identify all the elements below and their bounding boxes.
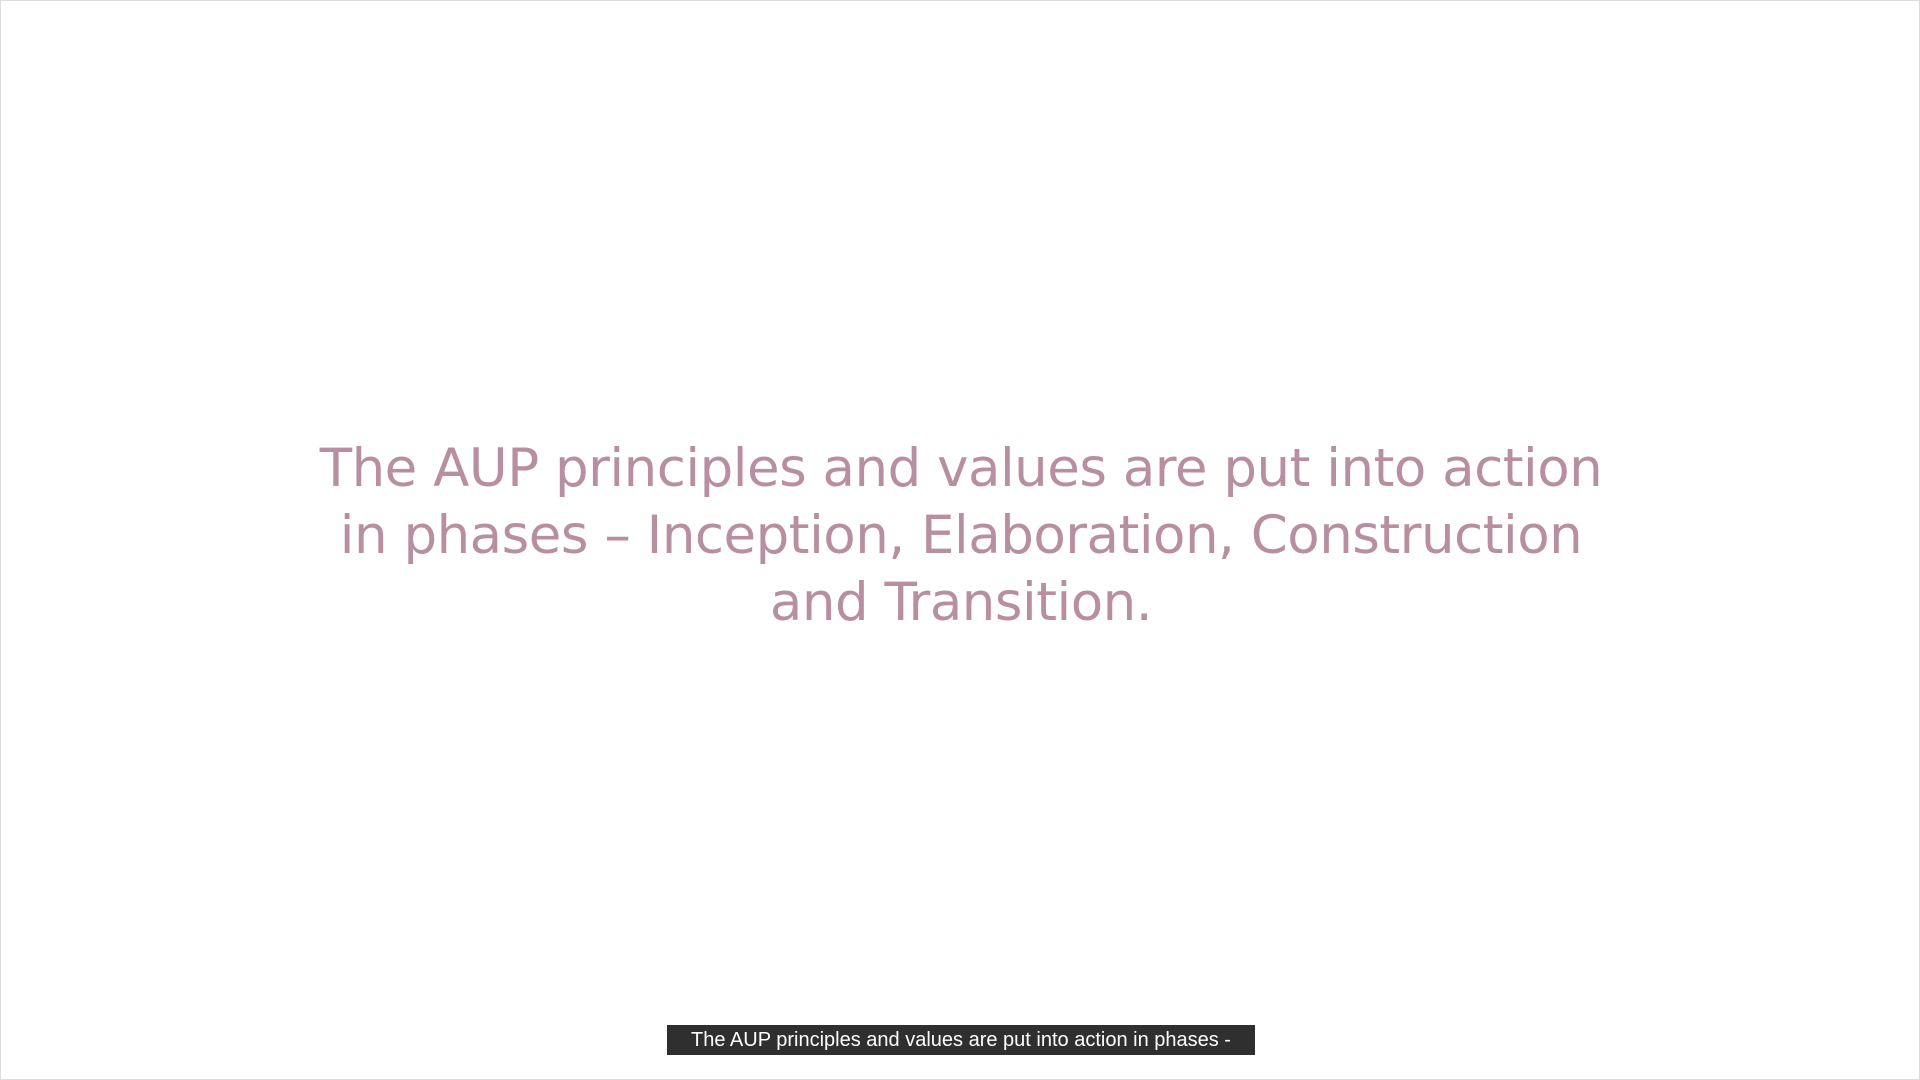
- slide-text-line-1: The AUP principles and values are put in…: [319, 438, 1603, 499]
- slide-text-line-2: in phases – Inception, Elaboration, Cons…: [339, 505, 1583, 566]
- slide-text-line-3: and Transition.: [769, 572, 1153, 633]
- subtitle-caption: The AUP principles and values are put in…: [667, 1025, 1255, 1055]
- slide-text: The AUP principles and values are put in…: [311, 435, 1611, 636]
